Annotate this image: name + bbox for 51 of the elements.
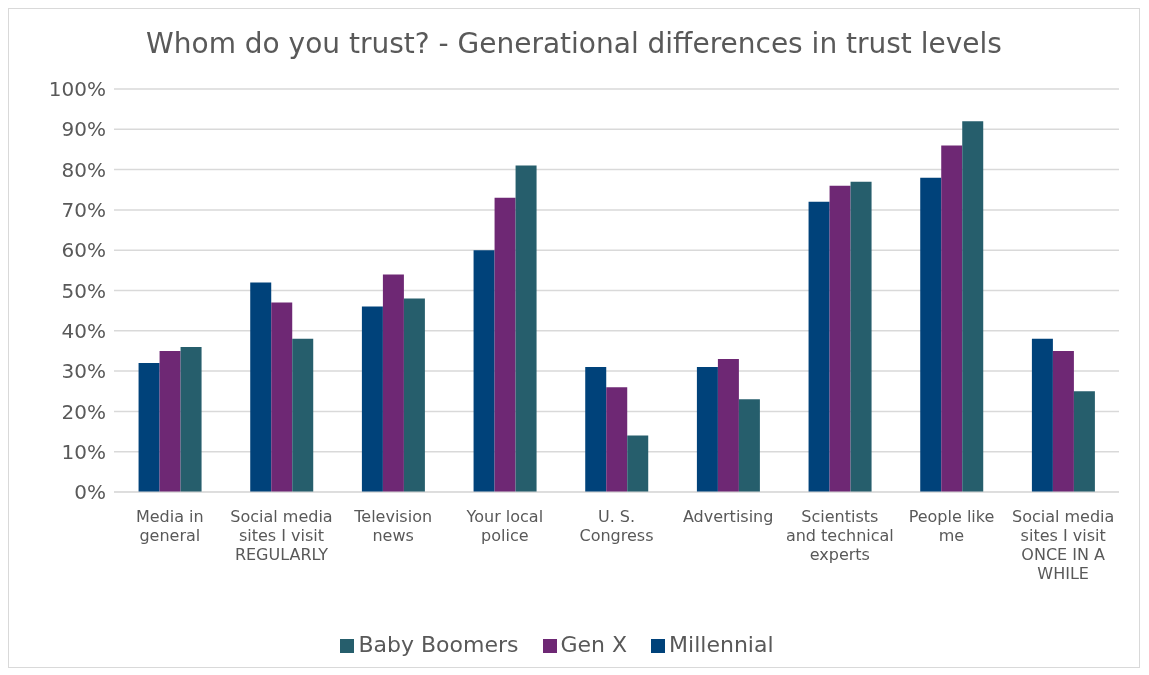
y-tick-label: 90% xyxy=(61,117,106,142)
bar xyxy=(585,367,607,492)
bar xyxy=(1052,350,1074,492)
bar xyxy=(250,282,272,492)
x-tick-label: Your local police xyxy=(465,507,544,545)
y-tick-label: 60% xyxy=(61,238,106,263)
y-tick-label: 0% xyxy=(74,480,106,505)
bar xyxy=(962,121,984,492)
bar xyxy=(473,250,495,492)
y-tick-label: 100% xyxy=(48,77,106,102)
bar xyxy=(850,181,872,492)
bar xyxy=(1073,391,1095,492)
bar xyxy=(515,165,537,492)
legend-label: Baby Boomers xyxy=(358,632,519,657)
bar xyxy=(403,298,425,492)
legend-label: Millennial xyxy=(669,632,774,657)
y-tick-label: 20% xyxy=(61,399,106,424)
bar xyxy=(494,197,516,492)
x-tick-label: U. S. Congress xyxy=(579,507,654,545)
y-tick-label: 50% xyxy=(61,278,106,303)
x-tick-label: Media in general xyxy=(135,507,204,545)
x-tick-label: Television news xyxy=(353,507,433,545)
bar xyxy=(627,435,649,492)
x-tick-label: Social media sites I visit REGULARLY xyxy=(230,507,333,564)
bar xyxy=(920,177,942,492)
bar xyxy=(292,338,314,492)
bar xyxy=(361,306,383,492)
y-tick-label: 30% xyxy=(61,359,106,384)
bar xyxy=(808,201,830,492)
legend-label: Gen X xyxy=(560,632,628,657)
bar xyxy=(180,346,202,492)
bar xyxy=(941,145,963,492)
y-tick-label: 40% xyxy=(61,318,106,343)
bar xyxy=(717,359,739,492)
chart-title: Whom do you trust? - Generational differences in trust levels xyxy=(145,26,1003,62)
x-tick-label: People like me xyxy=(908,507,995,545)
bar xyxy=(738,399,760,492)
y-tick-label: 80% xyxy=(61,157,106,182)
bar xyxy=(159,350,181,492)
bar xyxy=(138,363,160,492)
y-tick-label: 70% xyxy=(61,198,106,222)
bar xyxy=(271,302,293,492)
x-tick-label: Social media sites I visit ONCE IN A WHILE xyxy=(1011,507,1115,583)
bar xyxy=(696,367,718,492)
bar xyxy=(829,185,851,492)
y-tick-label: 10% xyxy=(61,439,106,464)
bar xyxy=(382,274,404,492)
x-tick-label: Advertising xyxy=(682,507,774,526)
bar xyxy=(1031,338,1053,492)
bar xyxy=(606,387,628,492)
x-tick-label: Scientists and technical experts xyxy=(785,507,894,564)
